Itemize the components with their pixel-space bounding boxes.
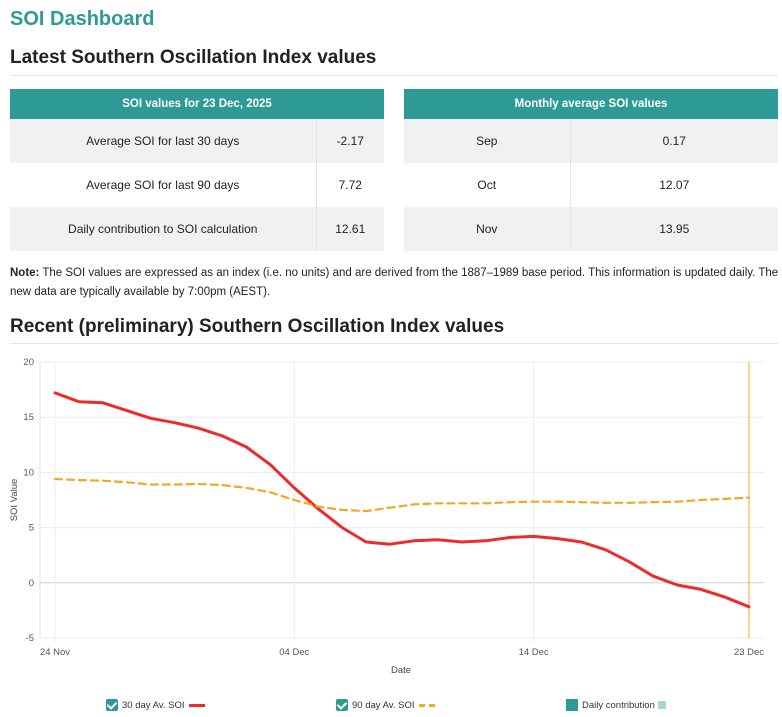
y-tick-labels: -5 0 5 10 15 20: [23, 357, 34, 644]
x-tick-label: 04 Dec: [279, 647, 309, 658]
note-body: The SOI values are expressed as an index…: [10, 267, 779, 298]
table-row: Sep 0.17: [404, 119, 778, 163]
current-soi-table-header: SOI values for 23 Dec, 2025: [10, 89, 384, 119]
y-tick-label: 0: [29, 578, 34, 589]
note-text: Note: The SOI values are expressed as an…: [10, 264, 780, 302]
row-label: Sep: [404, 119, 571, 163]
y-tick-label: 20: [23, 357, 34, 368]
legend-swatch: [418, 703, 435, 707]
table-row: Oct 12.07: [404, 163, 778, 207]
x-tick-label: 24 Nov: [40, 647, 70, 658]
table-row: Average SOI for last 90 days 7.72: [10, 163, 384, 207]
x-tick-labels: 24 Nov 04 Dec 14 Dec 23 Dec: [40, 647, 764, 658]
legend-label: Daily contribution: [582, 699, 655, 711]
legend-label: 90 day Av. SOI: [352, 699, 415, 711]
soi-line-chart: -5 0 5 10 15 20 24 Nov 04 Dec 14 Dec 23 Dec SOI …: [9, 357, 764, 676]
y-tick-label: 5: [29, 523, 34, 534]
table-row: Daily contribution to SOI calculation 12…: [10, 207, 384, 251]
series-line-0: [53, 391, 751, 609]
legend-item-daily[interactable]: Daily contribution: [566, 699, 666, 711]
y-axis-title: SOI Value: [9, 479, 20, 522]
chart-series: [53, 362, 751, 638]
note-label: Note:: [10, 267, 40, 279]
series-line-1: [53, 477, 751, 513]
latest-heading: Latest Southern Oscillation Index values: [10, 47, 377, 68]
checkbox-icon[interactable]: [336, 699, 348, 711]
row-label: Daily contribution to SOI calculation: [10, 207, 317, 251]
recent-heading: Recent (preliminary) Southern Oscillatio…: [10, 316, 505, 337]
current-soi-table: SOI values for 23 Dec, 2025 Average SOI …: [10, 89, 384, 251]
y-tick-label: -5: [26, 633, 34, 644]
row-label: Average SOI for last 30 days: [10, 119, 317, 163]
checkbox-icon[interactable]: [106, 699, 118, 711]
table-row: Nov 13.95: [404, 207, 778, 251]
divider: [10, 75, 778, 76]
y-tick-label: 10: [23, 467, 34, 478]
app-title: SOI Dashboard: [10, 8, 155, 30]
row-value: 0.17: [570, 119, 778, 163]
legend-label: 30 day Av. SOI: [122, 699, 185, 711]
x-tick-label: 14 Dec: [519, 647, 549, 658]
y-tick-label: 15: [23, 412, 34, 423]
row-value: 12.61: [316, 207, 384, 251]
row-value: 7.72: [316, 163, 384, 207]
unchecked-box-icon[interactable]: [566, 699, 578, 711]
divider: [10, 343, 778, 344]
row-label: Oct: [404, 163, 571, 207]
legend-item-30day[interactable]: 30 day Av. SOI: [106, 699, 205, 711]
legend-swatch: [188, 703, 205, 707]
monthly-soi-table-header: Monthly average SOI values: [404, 89, 778, 119]
monthly-soi-table: Monthly average SOI values Sep 0.17 Oct …: [404, 89, 778, 251]
row-label: Nov: [404, 207, 571, 251]
row-label: Average SOI for last 90 days: [10, 163, 317, 207]
row-value: 13.95: [570, 207, 778, 251]
legend-item-90day[interactable]: 90 day Av. SOI: [336, 699, 435, 711]
table-row: Average SOI for last 30 days -2.17: [10, 119, 384, 163]
x-tick-label: 23 Dec: [734, 647, 764, 658]
row-value: -2.17: [316, 119, 384, 163]
legend-swatch: [657, 701, 666, 709]
row-value: 12.07: [570, 163, 778, 207]
x-axis-title: Date: [391, 665, 411, 676]
